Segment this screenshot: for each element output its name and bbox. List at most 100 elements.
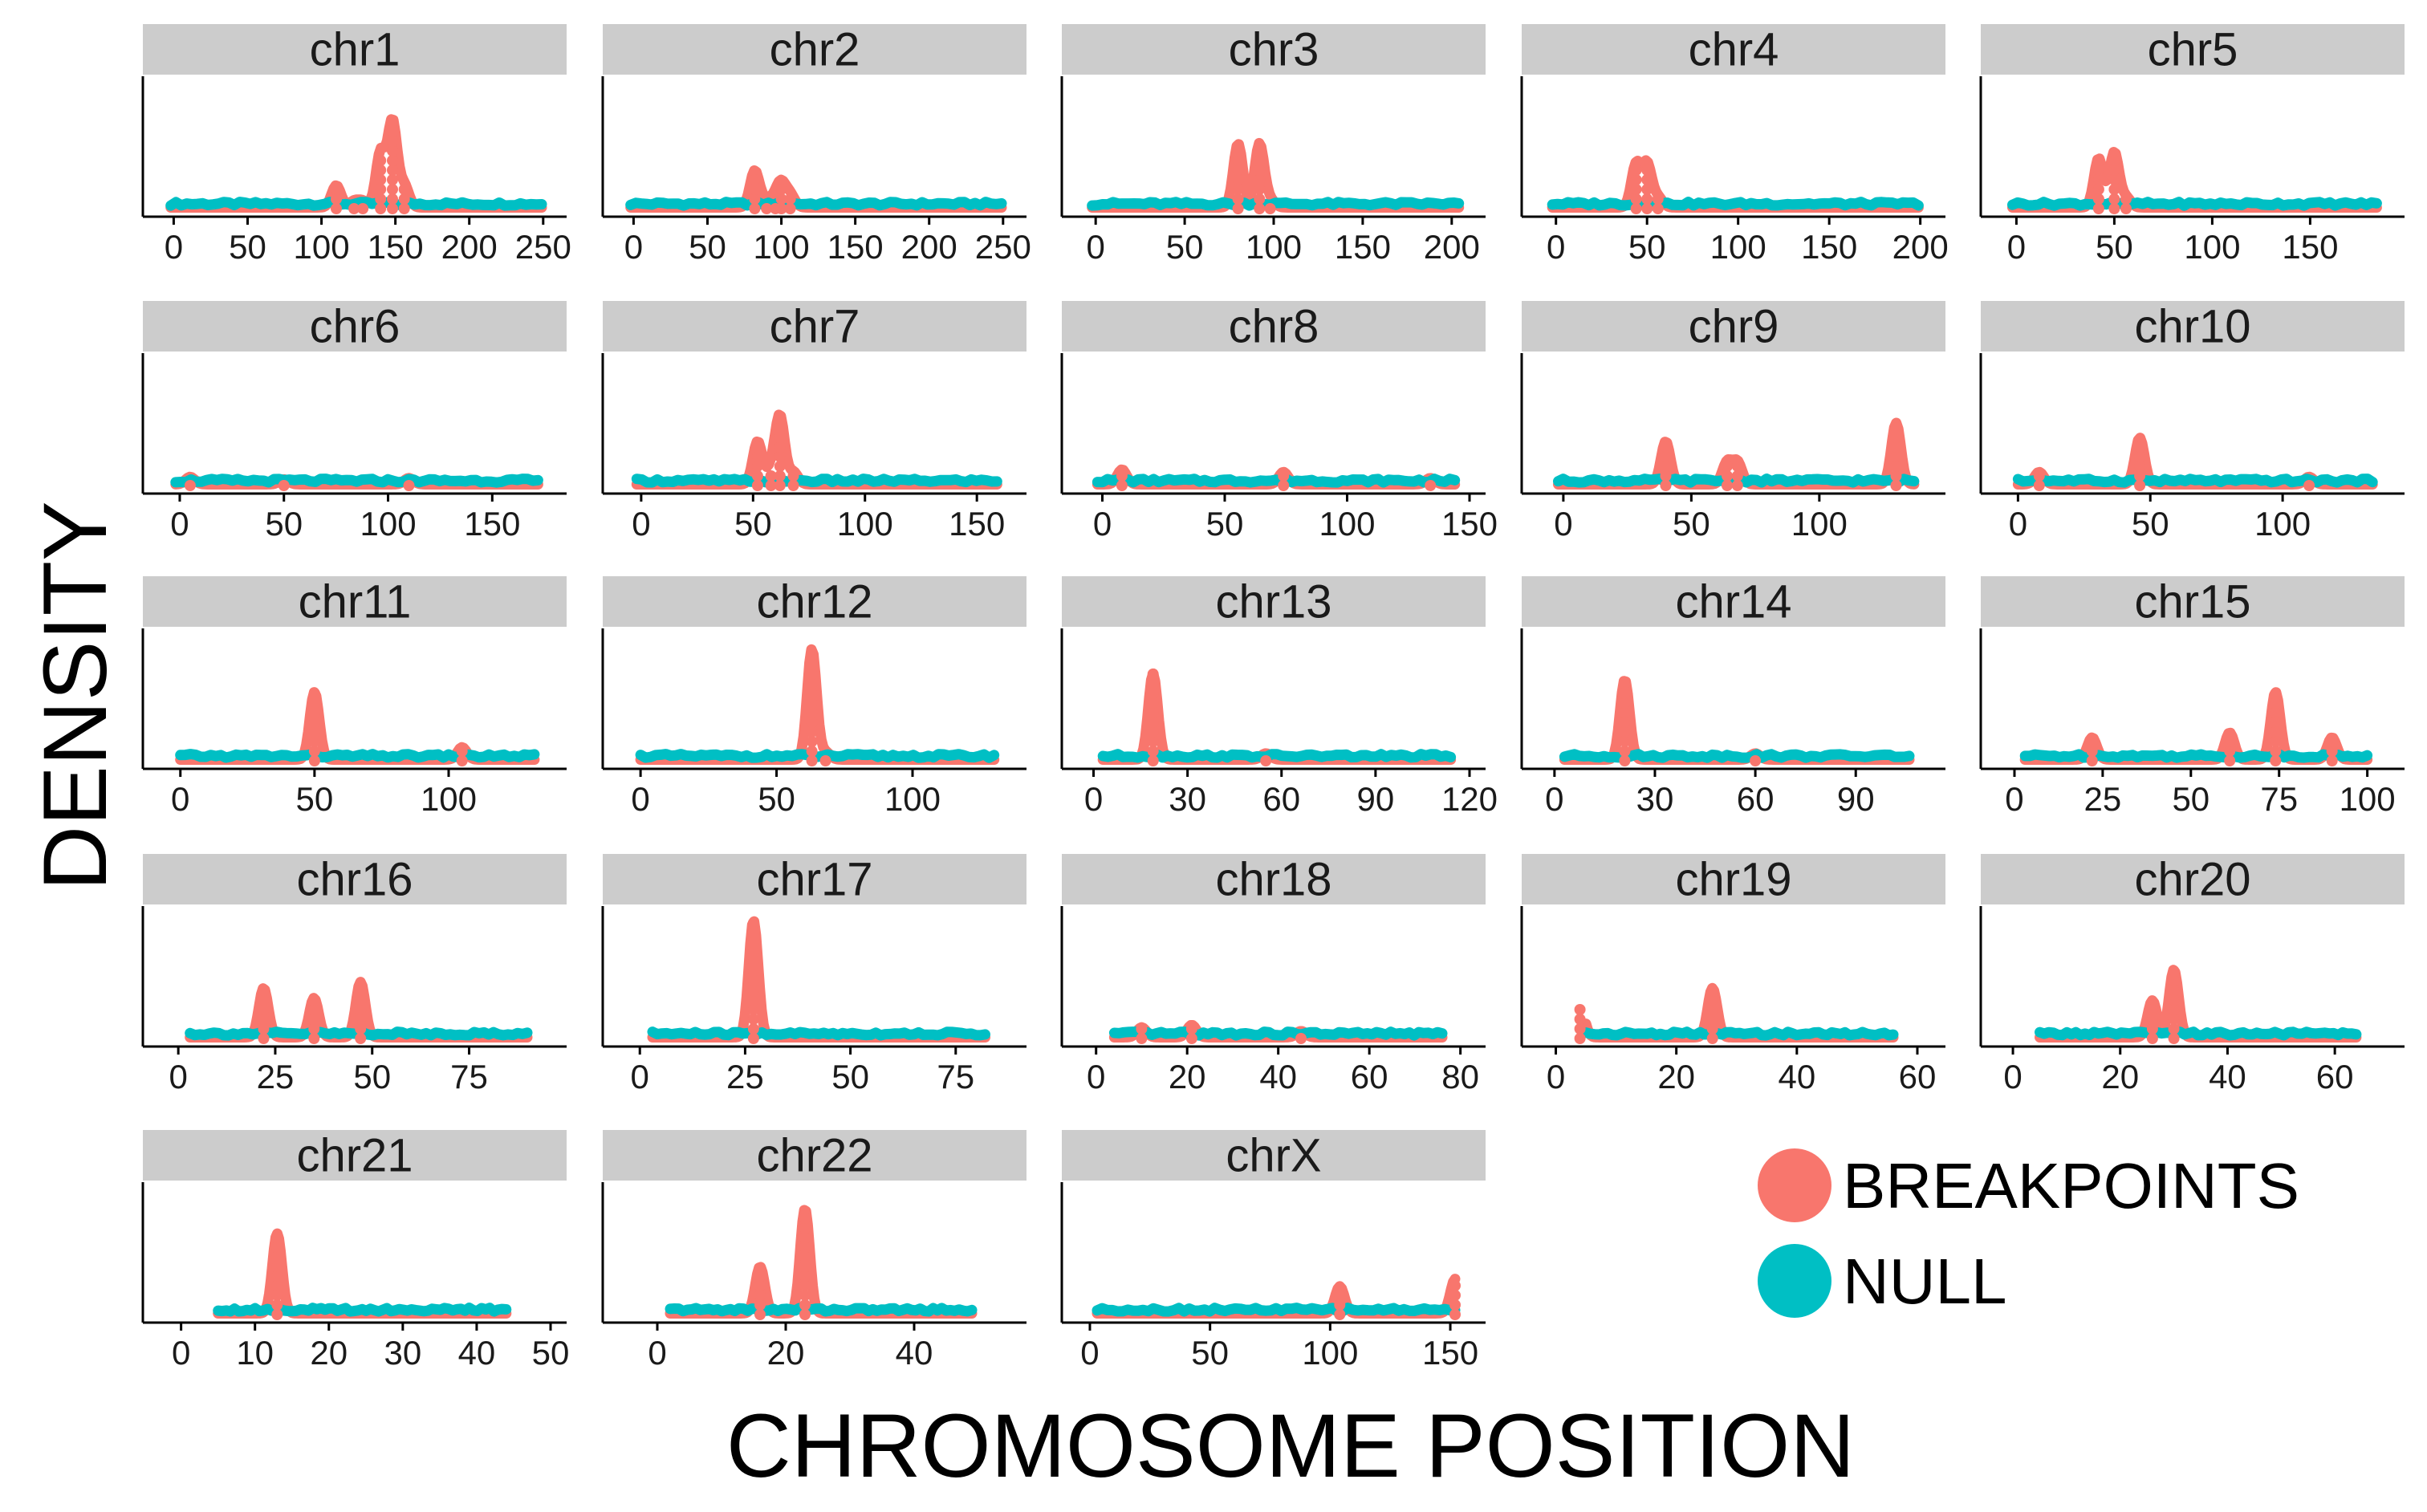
x-tick-label: 75 xyxy=(450,1058,488,1095)
breakpoint-peak-dot xyxy=(271,1232,283,1243)
x-tick-label: 60 xyxy=(2316,1058,2354,1095)
series-breakpoints-line xyxy=(647,916,990,1043)
breakpoint-peak-dot xyxy=(2092,165,2104,176)
breakpoint-peak-dot xyxy=(2168,985,2180,996)
breakpoint-peak-dot xyxy=(1295,1033,1307,1044)
breakpoint-peak-dot xyxy=(387,145,398,156)
facet-strip xyxy=(1981,301,2405,352)
breakpoint-peak-dot xyxy=(2108,174,2120,185)
x-tick-label: 100 xyxy=(2340,780,2396,818)
breakpoint-peak-dot xyxy=(456,755,468,766)
breakpoint-peak-dot xyxy=(258,1014,270,1025)
facet-chr20: chr20 0 20 40 60 xyxy=(1979,854,2405,1095)
breakpoint-peak-dot xyxy=(1619,688,1631,699)
breakpoint-peak-dot xyxy=(799,1280,811,1291)
facet-strip-label: chr7 xyxy=(770,301,860,353)
x-tick-label: 0 xyxy=(1547,228,1565,266)
breakpoint-peak-dot xyxy=(308,697,320,709)
breakpoint-peak-dot xyxy=(806,688,818,699)
facet-strip-label: chrX xyxy=(1226,1130,1321,1182)
facet-strip xyxy=(1062,1130,1486,1181)
breakpoint-peak-dot xyxy=(1706,985,1718,996)
series-breakpoints-line xyxy=(635,644,1000,765)
breakpoint-peak-dot xyxy=(2086,746,2098,757)
breakpoint-peak-dot xyxy=(2303,480,2315,491)
breakpoint-peak-dot xyxy=(1890,432,1902,443)
x-tick-label: 100 xyxy=(1319,505,1375,543)
x-tick-label: 100 xyxy=(1791,505,1848,543)
breakpoint-peak-dot xyxy=(308,726,320,738)
x-tick-label: 50 xyxy=(734,505,772,543)
series-null-line xyxy=(1547,197,1924,211)
x-tick-label: 60 xyxy=(1351,1058,1388,1095)
breakpoint-peak-dot xyxy=(2168,1023,2180,1034)
series-null-line xyxy=(165,197,547,211)
breakpoint-peak-dot xyxy=(1254,155,1266,166)
breakpoint-peak-dot xyxy=(355,994,367,1006)
x-tick-label: 50 xyxy=(1191,1334,1229,1372)
breakpoint-peak-dot xyxy=(1660,441,1672,453)
breakpoint-peak-dot xyxy=(2108,193,2120,205)
breakpoint-peak-dot xyxy=(308,755,320,766)
breakpoint-peak-dot xyxy=(799,1232,811,1243)
series-breakpoints-line xyxy=(631,409,1002,490)
breakpoint-peak-dot xyxy=(1890,480,1902,491)
x-tick-label: 0 xyxy=(2009,505,2027,543)
breakpoint-peak-dot xyxy=(278,480,290,491)
facet-strip-label: chr5 xyxy=(2148,24,2238,76)
breakpoint-peak-dot xyxy=(1254,203,1266,214)
x-tick-label: 0 xyxy=(170,505,189,543)
breakpoint-peak-dot xyxy=(2326,746,2338,757)
facet-strip-label: chr22 xyxy=(756,1130,872,1182)
breakpoint-peak-dot xyxy=(747,1023,759,1034)
facet-strip xyxy=(143,854,567,904)
breakpoint-peak-dot xyxy=(775,193,787,205)
breakpoint-peak-dot xyxy=(747,946,759,957)
breakpoint-peak-dot xyxy=(2168,975,2180,986)
x-tick-label: 0 xyxy=(171,780,189,818)
breakpoint-peak-dot xyxy=(775,203,787,214)
facet-chr13: chr13 0 30 60 90 120 xyxy=(1060,576,1498,818)
facet-strip xyxy=(1062,854,1486,904)
breakpoint-peak-dot xyxy=(387,174,398,185)
facet-chr11: chr11 0 50 100 xyxy=(141,576,567,818)
legend: BREAKPOINTS NULL xyxy=(1758,1148,2299,1318)
breakpoint-peak-dot xyxy=(1147,707,1159,718)
breakpoint-peak-dot xyxy=(2120,203,2132,214)
breakpoint-peak-dot xyxy=(2108,165,2120,176)
breakpoint-peak-dot xyxy=(2033,470,2045,482)
facet-strip-label: chr4 xyxy=(1689,24,1779,76)
legend-key-null xyxy=(1758,1244,1831,1318)
breakpoint-peak-dot xyxy=(2108,184,2120,195)
x-tick-label: 0 xyxy=(1547,1058,1565,1095)
breakpoint-peak-dot xyxy=(774,470,786,482)
breakpoint-peak-dot xyxy=(751,451,763,462)
facet-strip xyxy=(603,301,1026,352)
breakpoint-peak-dot xyxy=(747,917,759,929)
x-tick-label: 100 xyxy=(2254,505,2311,543)
breakpoint-peak-dot xyxy=(1706,1014,1718,1025)
breakpoint-peak-dot xyxy=(2108,155,2120,166)
breakpoint-peak-dot xyxy=(1232,174,1244,185)
x-tick-label: 0 xyxy=(1093,505,1112,543)
x-tick-label: 0 xyxy=(624,228,643,266)
breakpoint-peak-dot xyxy=(1232,145,1244,156)
x-tick-label: 150 xyxy=(827,228,884,266)
breakpoint-peak-dot xyxy=(1278,470,1290,482)
breakpoint-peak-dot xyxy=(308,688,320,699)
facet-chr17: chr17 0 25 50 75 xyxy=(601,854,1026,1095)
breakpoint-peak-dot xyxy=(1641,174,1653,185)
x-tick-label: 50 xyxy=(2132,505,2169,543)
breakpoint-peak-dot xyxy=(271,1290,283,1301)
x-tick-label: 0 xyxy=(2005,780,2023,818)
facet-strip xyxy=(143,24,567,75)
facet-chrX: chrX 0 50 100 150 xyxy=(1060,1130,1486,1372)
series-breakpoints-line xyxy=(2019,687,2373,765)
breakpoint-peak-dot xyxy=(1619,707,1631,718)
series-null-line xyxy=(170,474,543,488)
x-tick-label: 0 xyxy=(172,1334,190,1372)
breakpoint-peak-dot xyxy=(799,1251,811,1262)
breakpoint-peak-dot xyxy=(2134,480,2146,491)
facet-chr1: chr1 0 50 100 150 200 250 xyxy=(141,24,571,266)
breakpoint-peak-dot xyxy=(774,413,786,424)
